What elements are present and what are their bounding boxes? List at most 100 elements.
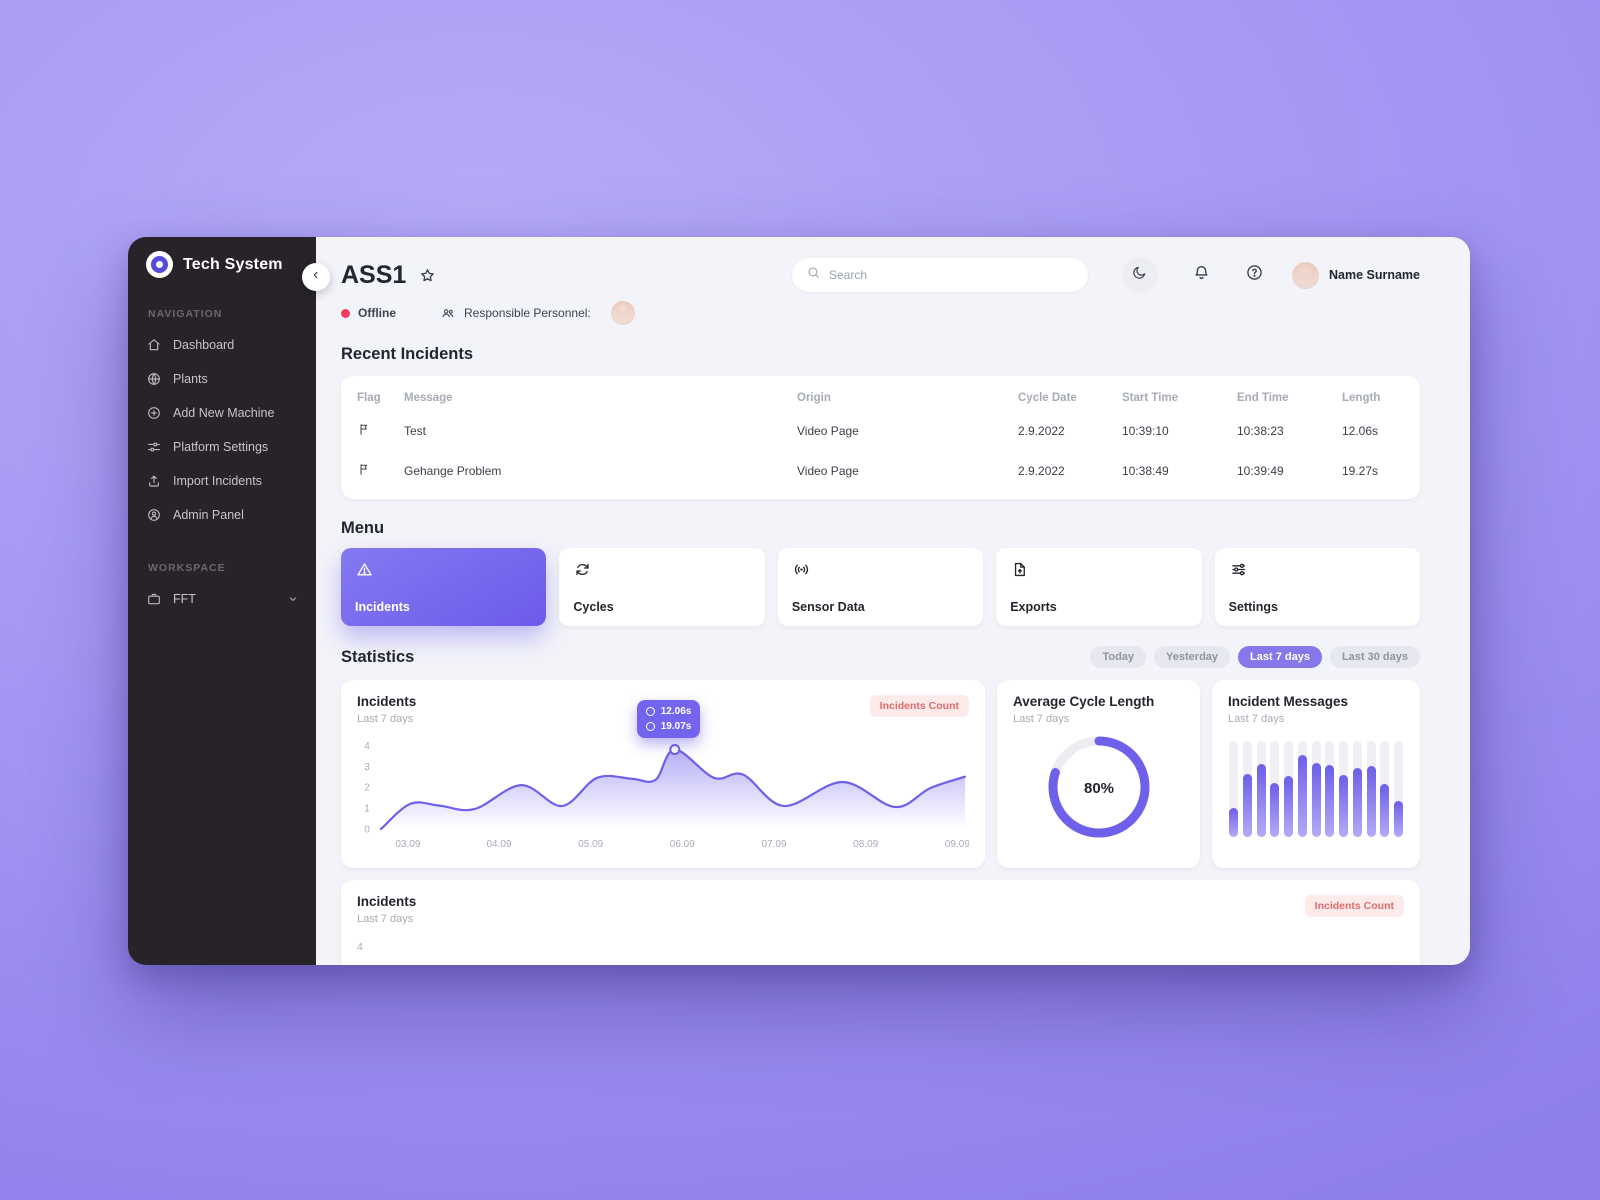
sidebar-item-import-incidents[interactable]: Import Incidents bbox=[146, 464, 316, 498]
sidebar-item-label: Admin Panel bbox=[173, 508, 244, 522]
sidebar-item-add-new-machine[interactable]: Add New Machine bbox=[146, 396, 316, 430]
status-label: Offline bbox=[358, 306, 396, 320]
menu-card-label: Exports bbox=[1010, 600, 1057, 614]
recent-incidents-card: Flag Message Origin Cycle Date Start Time End… bbox=[341, 376, 1420, 499]
bar[interactable] bbox=[1297, 741, 1307, 837]
incidents-count-badge: Incidents Count bbox=[1304, 895, 1404, 917]
svg-text:07.09: 07.09 bbox=[761, 839, 786, 850]
sidebar-item-plants[interactable]: Plants bbox=[146, 362, 316, 396]
header-actions: Name Surname bbox=[791, 257, 1420, 293]
column-header-flag: Flag bbox=[357, 392, 381, 404]
search-bar[interactable] bbox=[791, 258, 1088, 292]
bar-chart bbox=[1228, 741, 1404, 837]
sidebar-item-admin-panel[interactable]: Admin Panel bbox=[146, 498, 316, 532]
svg-text:1: 1 bbox=[364, 804, 370, 815]
offline-status-dot bbox=[341, 308, 350, 318]
favorite-star-button[interactable] bbox=[418, 266, 437, 285]
warning-triangle-icon bbox=[355, 560, 532, 579]
bar[interactable] bbox=[1325, 741, 1335, 837]
sidebar-item-fft[interactable]: FFT bbox=[146, 582, 316, 616]
sidebar-item-platform-settings[interactable]: Platform Settings bbox=[146, 430, 316, 464]
menu-cards: Incidents Cycles Sensor Data Exports Set… bbox=[341, 548, 1421, 626]
header-row: ASS1 Name Surname bbox=[341, 257, 1420, 293]
bar[interactable] bbox=[1284, 741, 1293, 837]
bar[interactable] bbox=[1229, 741, 1238, 837]
tech-system-logo-icon bbox=[146, 251, 173, 278]
help-button[interactable] bbox=[1245, 263, 1264, 287]
bar[interactable] bbox=[1366, 741, 1376, 837]
column-header-message: Message bbox=[404, 392, 453, 404]
menu-card-settings[interactable]: Settings bbox=[1214, 548, 1421, 626]
upload-icon bbox=[146, 473, 162, 489]
status-toggle[interactable]: Offline bbox=[341, 306, 396, 320]
flag-icon[interactable] bbox=[357, 422, 372, 437]
page-title: ASS1 bbox=[341, 260, 407, 289]
dark-mode-toggle[interactable] bbox=[1121, 257, 1158, 293]
chevron-down-icon bbox=[286, 592, 300, 606]
table-row[interactable]: Gehange Problem Video Page 2.9.2022 10:38:… bbox=[357, 453, 1404, 493]
responsible-personnel: Responsible Personnel: bbox=[440, 301, 635, 325]
search-input[interactable] bbox=[828, 268, 1074, 282]
svg-text:3: 3 bbox=[364, 762, 370, 773]
menu-card-exports[interactable]: Exports bbox=[996, 548, 1202, 626]
bar[interactable] bbox=[1256, 741, 1266, 837]
time-filter-chips: Today Yesterday Last 7 days Last 30 days bbox=[1090, 646, 1420, 668]
incidents-count-badge: Incidents Count bbox=[869, 695, 969, 717]
sidebar-item-dashboard[interactable]: Dashboard bbox=[146, 328, 316, 362]
table-row[interactable]: Test Video Page 2.9.2022 10:39:10 10:38:23 1… bbox=[357, 413, 1404, 453]
svg-text:03.09: 03.09 bbox=[395, 839, 420, 850]
filter-chip-today[interactable]: Today bbox=[1090, 646, 1147, 668]
bar[interactable] bbox=[1242, 741, 1252, 837]
notifications-button[interactable] bbox=[1192, 263, 1211, 287]
star-icon bbox=[418, 266, 437, 285]
filter-chip-last-7-days[interactable]: Last 7 days bbox=[1238, 646, 1322, 668]
bar[interactable] bbox=[1380, 741, 1390, 837]
filter-chip-yesterday[interactable]: Yesterday bbox=[1154, 646, 1231, 668]
menu-card-sensor-data[interactable]: Sensor Data bbox=[777, 548, 984, 626]
bar[interactable] bbox=[1311, 741, 1321, 837]
incident-messages-card: Incident Messages Last 7 days bbox=[1212, 680, 1420, 868]
moon-icon bbox=[1131, 264, 1148, 286]
sidebar-item-label: Add New Machine bbox=[173, 406, 275, 420]
charts-row: Incidents Last 7 days Incidents Count 0 1… bbox=[341, 680, 1420, 868]
users-icon bbox=[440, 305, 456, 321]
statistics-header: Statistics Today Yesterday Last 7 days Last… bbox=[341, 646, 1420, 668]
chart-subtitle: Last 7 days bbox=[1013, 713, 1070, 725]
sidebar-item-label: FFT bbox=[173, 592, 196, 606]
flag-icon[interactable] bbox=[357, 462, 372, 477]
column-header-length: Length bbox=[1342, 392, 1381, 404]
tooltip-dot-icon bbox=[645, 707, 655, 716]
menu-card-incidents[interactable]: Incidents bbox=[341, 548, 547, 626]
donut-value-label: 80% bbox=[1083, 780, 1113, 797]
bar[interactable] bbox=[1339, 741, 1348, 837]
user-menu[interactable]: Name Surname bbox=[1291, 261, 1420, 289]
chart-title: Average Cycle Length bbox=[1013, 694, 1155, 709]
svg-text:04.09: 04.09 bbox=[486, 839, 511, 850]
incidents-line-chart-card: Incidents Last 7 days Incidents Count 0 1… bbox=[341, 680, 985, 868]
tooltip-dot-icon bbox=[645, 722, 655, 731]
filter-chip-last-30-days[interactable]: Last 30 days bbox=[1329, 646, 1420, 668]
sidebar-item-label: Import Incidents bbox=[173, 474, 262, 488]
chart-subtitle: Last 7 days bbox=[357, 913, 414, 925]
chart-title: Incident Messages bbox=[1228, 694, 1349, 709]
bar[interactable] bbox=[1270, 741, 1280, 837]
menu-card-label: Cycles bbox=[573, 600, 614, 614]
personnel-label: Responsible Personnel: bbox=[464, 306, 591, 320]
bell-icon bbox=[1192, 263, 1211, 287]
sidebar-item-label: Dashboard bbox=[173, 338, 235, 352]
briefcase-icon bbox=[146, 591, 162, 607]
menu-card-cycles[interactable]: Cycles bbox=[559, 548, 765, 626]
bar[interactable] bbox=[1394, 741, 1403, 837]
nav-section-label: NAVIGATION bbox=[148, 308, 223, 320]
home-icon bbox=[146, 337, 162, 353]
svg-text:4: 4 bbox=[364, 741, 370, 752]
bar[interactable] bbox=[1352, 741, 1362, 837]
menu-card-label: Settings bbox=[1228, 600, 1278, 614]
chart-title: Incidents bbox=[357, 694, 417, 709]
personnel-avatar[interactable] bbox=[610, 301, 635, 325]
sidebar-collapse-button[interactable] bbox=[302, 263, 330, 291]
user-name: Name Surname bbox=[1328, 268, 1420, 282]
menu-card-label: Incidents bbox=[355, 600, 410, 614]
svg-text:09.09: 09.09 bbox=[945, 839, 969, 850]
average-cycle-length-card: Average Cycle Length Last 7 days 80% bbox=[997, 680, 1200, 868]
